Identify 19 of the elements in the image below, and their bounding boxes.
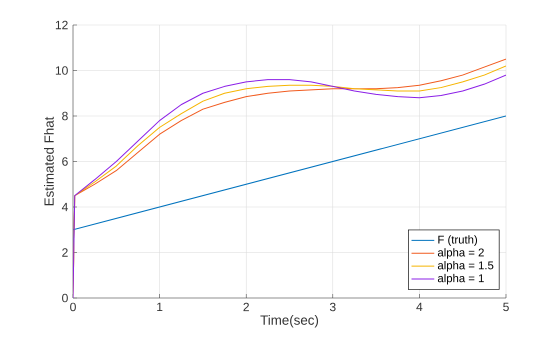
x-tick-label: 1 — [157, 302, 162, 311]
x-tick-label: 2 — [243, 302, 249, 312]
x-tick-label: 4 — [416, 302, 422, 311]
y-tick-label: 2 — [62, 248, 68, 257]
y-axis-title: Estimated Fhat — [44, 116, 54, 206]
legend-label: alpha = 2 — [438, 248, 484, 259]
legend-label: alpha = 1 — [438, 274, 484, 284]
legend-label: alpha = 1.5 — [438, 261, 494, 272]
x-axis-title: Time(sec) — [260, 315, 318, 328]
y-tick-label: 10 — [56, 66, 68, 75]
y-tick-label: 8 — [62, 112, 68, 120]
legend-label: F (truth) — [438, 235, 478, 246]
y-tick-label: 0 — [62, 294, 68, 302]
y-tick-label: 12 — [56, 20, 68, 30]
x-tick-label: 5 — [503, 302, 509, 312]
x-tick-label: 0 — [70, 302, 76, 312]
y-tick-label: 4 — [62, 202, 68, 212]
y-tick-label: 6 — [62, 157, 68, 166]
x-tick-label: 3 — [330, 302, 336, 312]
